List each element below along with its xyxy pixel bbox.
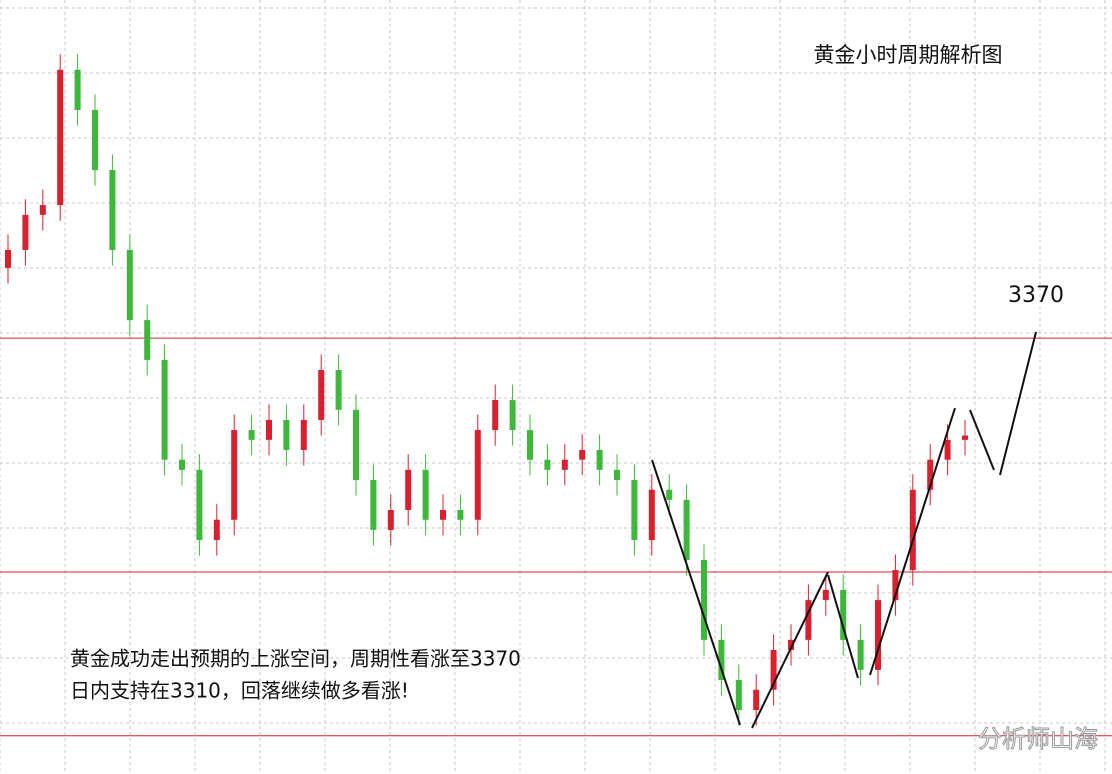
candle-body: [579, 449, 586, 460]
candle-body: [179, 459, 185, 470]
trend-line: [651, 459, 741, 726]
candle-body: [39, 205, 46, 215]
candle-body: [5, 249, 11, 268]
candle-body: [857, 639, 864, 670]
candle-body: [318, 370, 325, 420]
candle-body: [74, 69, 81, 110]
candle-body: [909, 489, 916, 571]
candle-body: [666, 489, 673, 500]
candle-body: [266, 419, 272, 440]
candle-body: [248, 430, 255, 440]
candle-body: [109, 170, 116, 250]
candle-body: [840, 589, 847, 640]
candle-body: [683, 499, 690, 560]
trend-line: [751, 571, 829, 729]
candle-body: [457, 510, 464, 520]
candle-body: [161, 359, 168, 460]
levels: [0, 337, 1112, 737]
candle-body: [213, 519, 220, 541]
candle-body: [718, 639, 725, 681]
candle-body: [544, 459, 551, 470]
candle-body: [283, 419, 290, 450]
candle-body: [144, 320, 151, 360]
candle-body: [596, 449, 603, 470]
candle-body: [631, 479, 638, 541]
candle-body: [300, 419, 307, 450]
candle-body: [527, 430, 533, 460]
candle-body: [822, 589, 829, 601]
candle-body: [126, 249, 133, 321]
candle-body: [231, 430, 238, 520]
trend-line: [969, 409, 995, 471]
annotation: 日内支持在3310，回落继续做多看涨!: [70, 679, 409, 703]
chart-title: 黄金小时周期解析图: [814, 43, 1003, 67]
trend-line: [999, 331, 1037, 476]
candles: [5, 54, 968, 726]
candle-body: [770, 650, 777, 690]
candle-body: [701, 559, 707, 640]
candle-body: [561, 459, 568, 470]
candle-body: [440, 510, 446, 520]
candle-body: [735, 680, 742, 711]
candle-body: [370, 479, 377, 530]
candle-body: [944, 439, 951, 460]
candle-body: [405, 469, 412, 511]
annotation: 黄金成功走出预期的上涨空间，周期性看涨至3370: [70, 647, 521, 671]
watermark: 分析师山海: [978, 725, 1098, 753]
candle-body: [22, 214, 29, 250]
candle-body: [753, 689, 760, 711]
candle-body: [927, 459, 934, 490]
candle-body: [805, 600, 812, 640]
candle-body: [353, 409, 359, 480]
candle-body: [196, 469, 203, 541]
candle-body: [387, 510, 394, 530]
candle-body: [892, 570, 899, 601]
trend-lines: [651, 331, 1037, 729]
candle-body: [57, 69, 64, 206]
candle-body: [614, 469, 620, 480]
candle-body: [875, 600, 881, 670]
candle-body: [422, 469, 429, 520]
trend-line: [827, 574, 859, 679]
candle-body: [492, 400, 499, 431]
candle-body: [335, 370, 342, 410]
candle-body: [788, 639, 794, 651]
candle-body: [92, 109, 98, 171]
target-label: 3370: [1008, 283, 1064, 308]
candle-body: [509, 400, 516, 431]
candle-body: [648, 489, 655, 541]
candle-body: [962, 435, 968, 440]
trend-line: [869, 407, 956, 676]
candle-body: [474, 430, 481, 520]
